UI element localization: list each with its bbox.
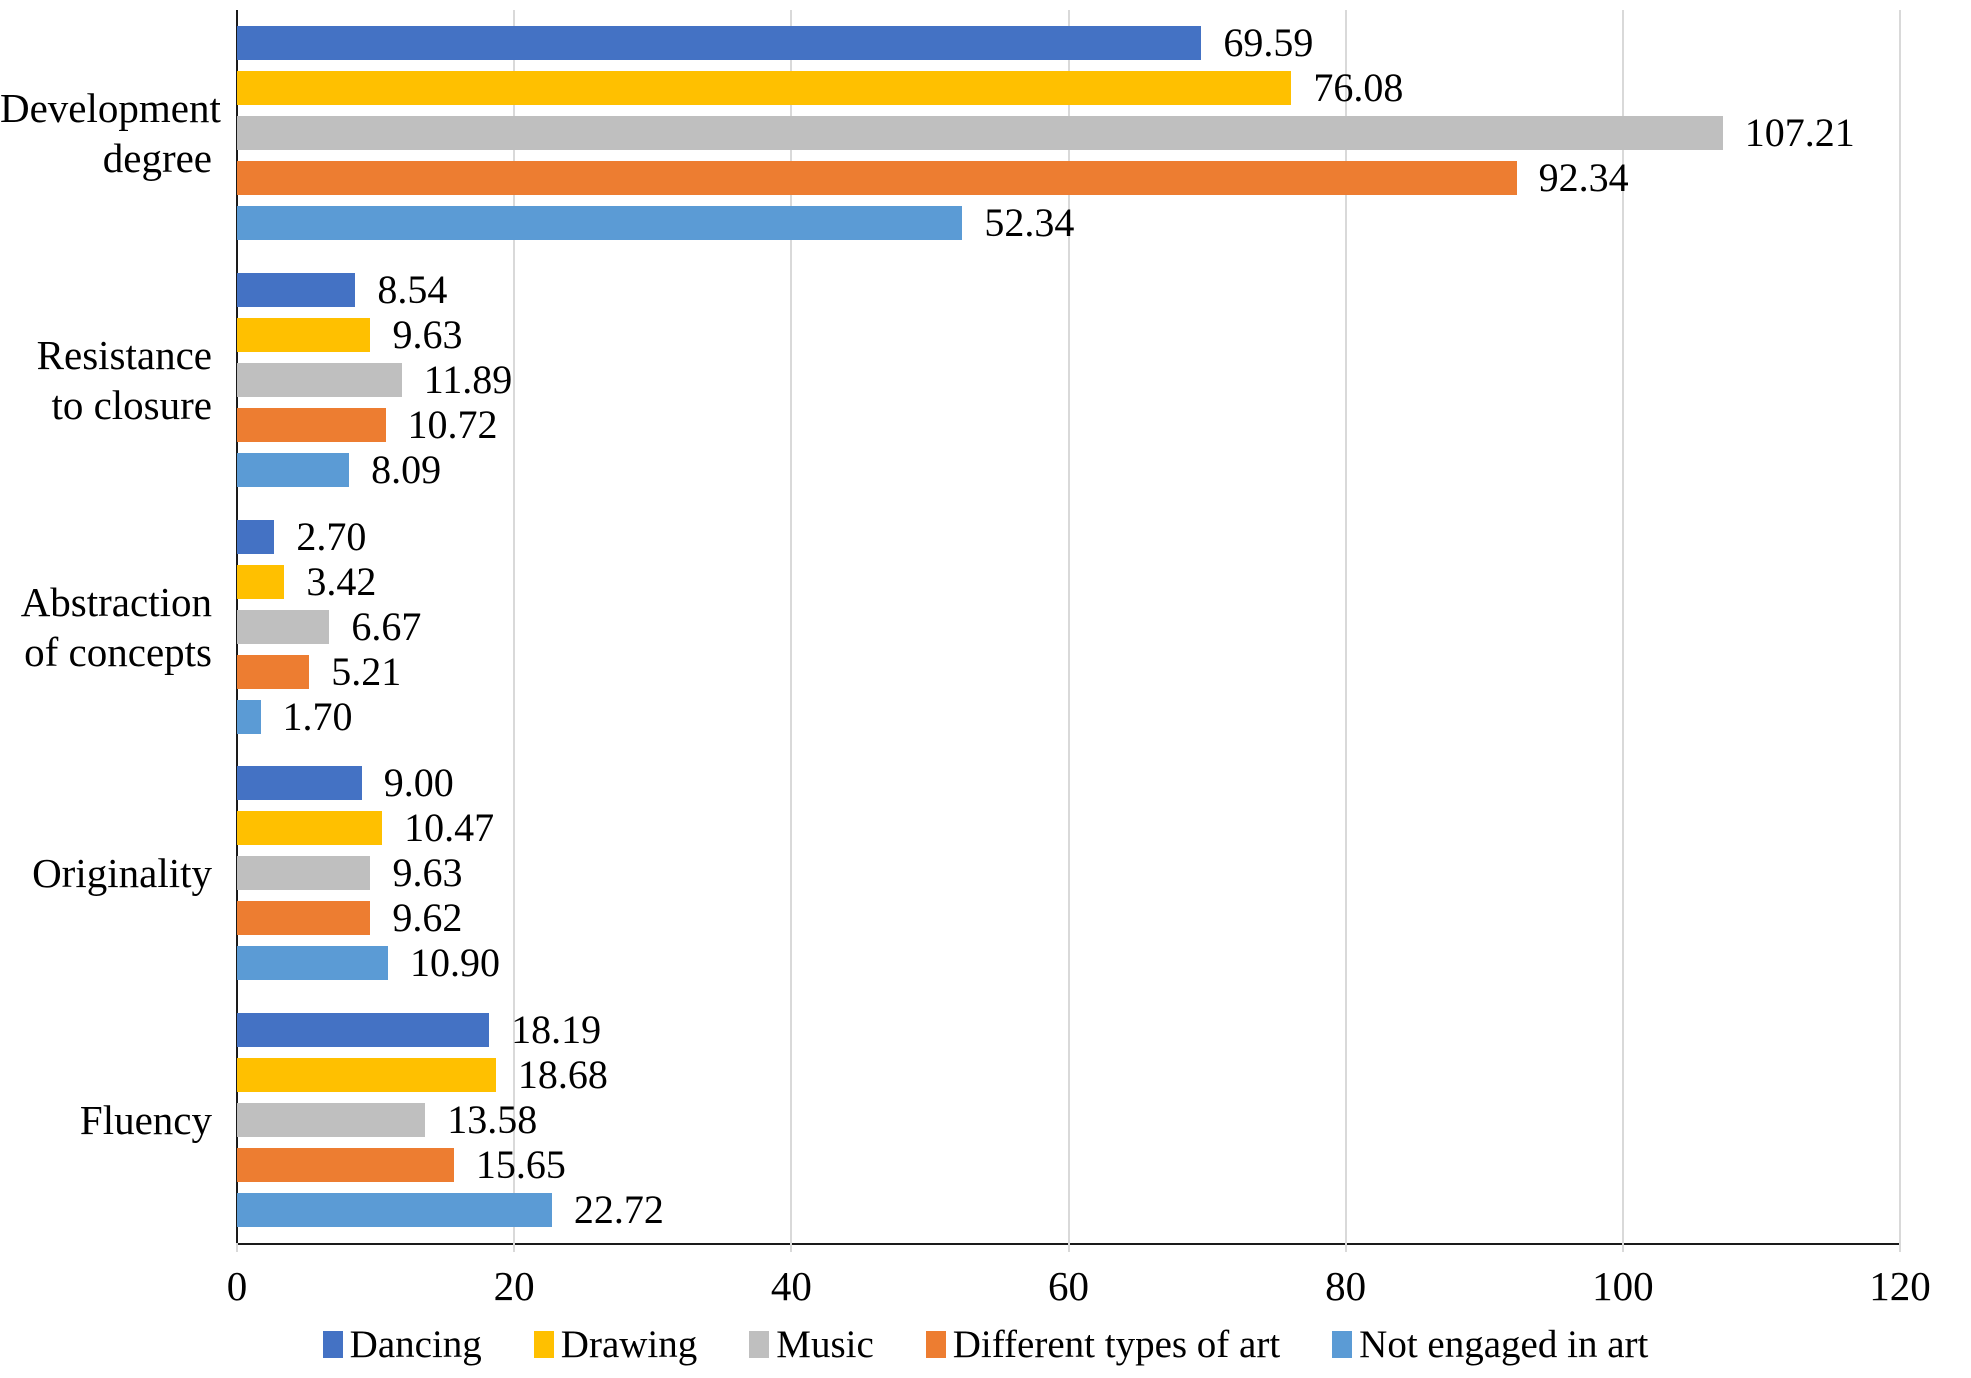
bar-value-label: 11.89 (423, 356, 513, 402)
bar (237, 1147, 454, 1182)
legend-item: Drawing (533, 1322, 698, 1367)
gridline (790, 10, 793, 1243)
bar (237, 1102, 426, 1137)
x-tick-label: 100 (1592, 1263, 1654, 1309)
bar-value-label: 92.34 (1538, 155, 1629, 201)
bar-value-label: 15.65 (475, 1141, 566, 1187)
bar-value-label: 3.42 (306, 558, 377, 604)
bar (237, 407, 386, 442)
bar-value-label: 8.09 (371, 446, 442, 492)
x-tick-label: 40 (770, 1263, 812, 1309)
category-label: Originality (32, 850, 212, 897)
bar (237, 317, 371, 352)
bar (237, 1057, 496, 1092)
x-tick-label: 80 (1325, 1263, 1367, 1309)
category-label: Resistance to closure (36, 331, 212, 428)
bar (237, 71, 1292, 106)
gridline (1067, 10, 1070, 1243)
bar-value-label: 22.72 (573, 1186, 664, 1232)
gridline (1899, 10, 1901, 1243)
legend-label: Dancing (349, 1323, 482, 1366)
axis-tick-mark (1899, 1243, 1901, 1252)
axis-tick-mark (1067, 1243, 1070, 1252)
axis-tick-mark (790, 1243, 793, 1252)
bar (237, 206, 963, 241)
bar (237, 272, 356, 307)
bar (237, 699, 261, 734)
legend-item: Not engaged in art (1332, 1322, 1648, 1367)
bar (237, 609, 330, 644)
bar (237, 766, 362, 801)
bar (237, 161, 1517, 196)
legend-swatch (1332, 1331, 1353, 1358)
category-label: Fluency (79, 1096, 212, 1143)
axis-tick-mark (236, 1243, 238, 1252)
legend-swatch (533, 1331, 554, 1358)
legend-swatch (749, 1331, 770, 1358)
bar-value-label: 18.19 (511, 1006, 602, 1052)
legend-label: Different types of art (952, 1323, 1281, 1366)
bar (237, 26, 1202, 61)
axis-tick-mark (1344, 1243, 1347, 1252)
category-label: Abstraction of concepts (20, 578, 212, 675)
bar (237, 1012, 490, 1047)
bar-value-label: 13.58 (447, 1096, 538, 1142)
bar-value-label: 9.62 (392, 895, 463, 941)
bar-value-label: 9.63 (392, 311, 463, 357)
x-tick-label: 60 (1048, 1263, 1089, 1309)
bar (237, 519, 275, 554)
x-tick-label: 20 (493, 1263, 535, 1309)
gridline (1344, 10, 1347, 1243)
bar-value-label: 18.68 (517, 1051, 608, 1097)
category-label: Development degree (0, 85, 221, 182)
legend-item: Dancing (322, 1322, 482, 1367)
legend-item: Different types of art (925, 1322, 1281, 1367)
bar-value-label: 9.63 (392, 850, 463, 896)
bar (237, 116, 1723, 151)
bar (237, 654, 310, 689)
bar-value-label: 52.34 (984, 200, 1075, 246)
x-tick-label: 0 (226, 1263, 248, 1309)
x-tick-label: 120 (1869, 1263, 1931, 1309)
bar-value-label: 9.00 (383, 760, 454, 806)
legend-label: Drawing (560, 1323, 698, 1366)
axis-tick-mark (513, 1243, 516, 1252)
legend-swatch (322, 1331, 343, 1358)
bar-value-label: 8.54 (377, 266, 448, 312)
bar-value-label: 10.72 (407, 401, 498, 447)
legend: Dancing Drawing Music Different types of ar… (0, 1322, 1971, 1367)
legend-item: Music (749, 1322, 874, 1367)
bar-value-label: 76.08 (1313, 65, 1404, 111)
bar-value-label: 1.70 (282, 693, 353, 739)
bar (237, 856, 371, 891)
bar-value-label: 10.47 (404, 805, 495, 851)
legend-swatch (925, 1331, 946, 1358)
bar (237, 362, 402, 397)
bar-value-label: 2.70 (296, 513, 367, 559)
bar (237, 452, 350, 487)
bar (237, 811, 383, 846)
bar-value-label: 10.90 (410, 940, 501, 986)
plot-area: 69.59 76.08 107.21 92.34 52.34 8.54 9.63 11.89 1… (236, 10, 1901, 1252)
bar-value-label: 69.59 (1223, 20, 1314, 66)
bar-value-label: 6.67 (351, 603, 422, 649)
bar-value-label: 107.21 (1744, 110, 1855, 156)
bar (237, 901, 371, 936)
legend-label: Music (776, 1323, 874, 1366)
gridline (513, 10, 516, 1243)
bar (237, 564, 285, 599)
legend-label: Not engaged in art (1359, 1323, 1649, 1366)
axis-tick-mark (1621, 1243, 1624, 1252)
gridline (1621, 10, 1624, 1243)
bar (237, 1192, 552, 1227)
bar (237, 946, 389, 981)
bar-value-label: 5.21 (331, 648, 402, 694)
